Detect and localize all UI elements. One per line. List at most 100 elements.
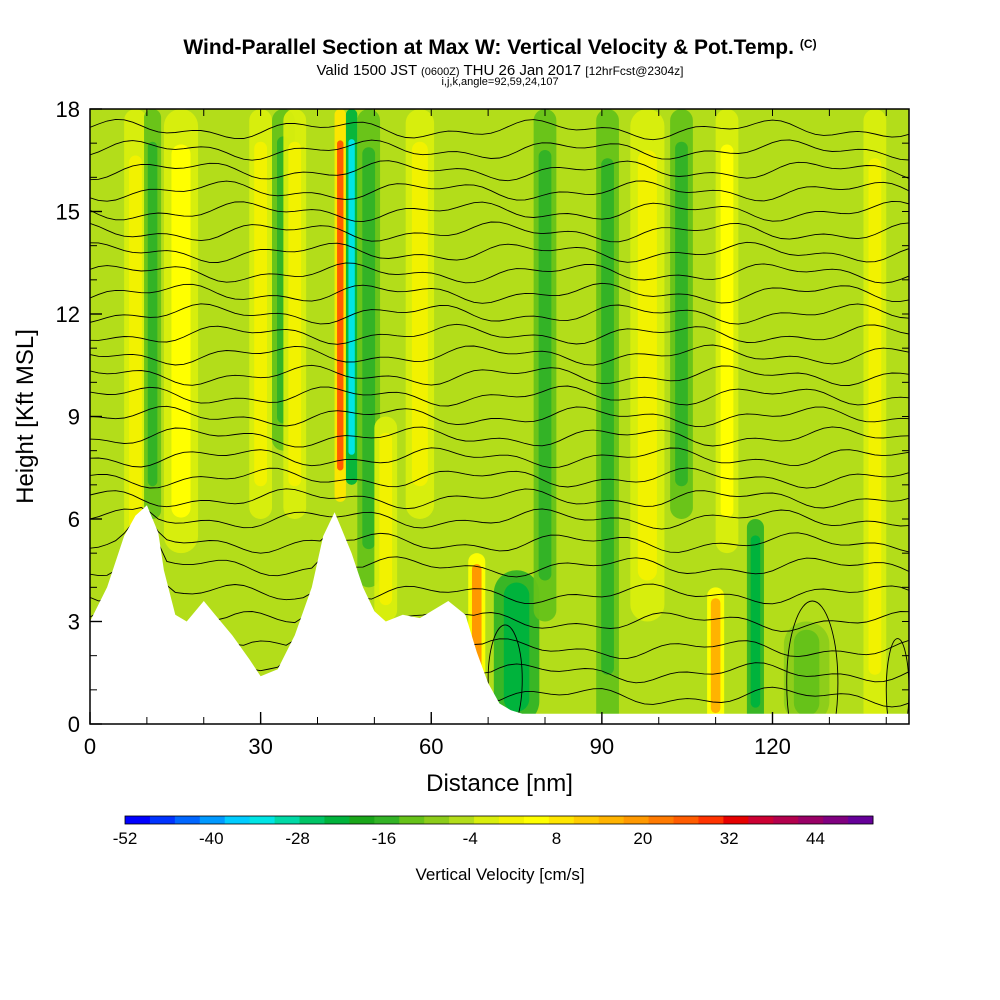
colorbar-swatch xyxy=(474,816,500,824)
subtitle-date: THU 26 Jan 2017 xyxy=(463,62,582,79)
velocity-core xyxy=(147,141,158,487)
chart-title-text: Wind-Parallel Section at Max W: Vertical… xyxy=(183,36,794,59)
colorbar-swatch xyxy=(648,816,675,824)
isentrope-line xyxy=(90,241,909,263)
colorbar-label: Vertical Velocity [cm/s] xyxy=(415,865,584,884)
velocity-core xyxy=(538,150,552,581)
terrain xyxy=(90,505,909,724)
closed-contour xyxy=(885,638,909,724)
y-tick-label: 18 xyxy=(56,97,80,122)
isentrope-line xyxy=(90,160,909,182)
colorbar-swatch xyxy=(723,816,749,824)
y-tick-label: 15 xyxy=(56,200,80,225)
colorbar-swatch xyxy=(399,816,425,824)
velocity-core xyxy=(254,141,267,487)
closed-contour xyxy=(786,600,839,724)
colorbar-swatch xyxy=(548,816,575,824)
isentrope-line xyxy=(90,488,909,510)
isentrope-line xyxy=(90,282,909,304)
colorbar-tick-label: 8 xyxy=(552,829,561,848)
isentrope-line xyxy=(90,364,909,386)
colorbar-swatch xyxy=(523,816,550,824)
velocity-core xyxy=(411,141,428,487)
colorbar-swatch xyxy=(125,816,151,824)
chart-subtitle-indices: i,j,k,angle=92,59,24,107 xyxy=(441,76,559,88)
colorbar-swatch xyxy=(174,816,201,824)
isentrope-line xyxy=(90,552,909,605)
colorbar-swatch xyxy=(673,816,699,824)
isentrope-line xyxy=(90,303,909,325)
colorbar: -52 -40 -28 -16 -4 8 20 32 44 Vertical Velocity [… xyxy=(113,815,874,884)
velocity-core xyxy=(601,158,614,675)
colorbar-swatch xyxy=(199,816,226,824)
copyright-mark: (C) xyxy=(799,37,817,51)
isentrope-line xyxy=(90,532,909,578)
x-tick-label: 60 xyxy=(419,734,443,759)
isentrope-line xyxy=(90,344,909,366)
isentrope-line xyxy=(90,139,909,161)
colorbar-swatch xyxy=(274,816,301,824)
isentrope-line xyxy=(90,516,909,554)
isentrope-line xyxy=(90,447,909,469)
isentrope-line xyxy=(90,323,909,345)
y-axis-label: Height [Kft MSL] xyxy=(12,329,39,504)
chart-title: Wind-Parallel Section at Max W: Vertical… xyxy=(0,36,1000,60)
colorbar-swatch xyxy=(623,816,650,824)
isentrope-line xyxy=(90,200,909,223)
colorbar-tick-label: 44 xyxy=(806,829,825,848)
isentrope-line xyxy=(90,262,909,284)
colorbar-swatch xyxy=(449,816,475,824)
colorbar-swatch xyxy=(299,816,325,824)
colorbar-swatch xyxy=(249,816,276,824)
isentrope-line xyxy=(90,118,909,141)
colorbar-tick-label: -40 xyxy=(199,829,224,848)
y-tick-label: 12 xyxy=(56,302,80,327)
colorbar-frame xyxy=(124,815,874,825)
velocity-core xyxy=(793,629,820,716)
y-tick-label: 3 xyxy=(68,610,80,635)
colorbar-swatch xyxy=(424,816,450,824)
isentrope-line xyxy=(90,570,909,632)
isentrope-line xyxy=(90,385,909,407)
isentrope-line xyxy=(90,405,909,428)
y-tick-label: 0 xyxy=(68,712,80,737)
colorbar-tick-label: 32 xyxy=(720,829,739,848)
velocity-core xyxy=(379,432,393,606)
subtitle-forecast: [12hrFcst@2304z] xyxy=(585,64,684,78)
velocity-core xyxy=(171,144,191,518)
isentrope-line xyxy=(90,221,909,243)
colorbar-swatch xyxy=(798,816,824,824)
colorbar-swatch xyxy=(224,816,251,824)
colorbar-swatch xyxy=(748,816,774,824)
colorbar-swatch xyxy=(573,816,600,824)
colorbar-tick-label: -4 xyxy=(463,829,478,848)
velocity-core xyxy=(337,140,344,471)
velocity-core xyxy=(675,141,688,487)
subtitle-utc: (0600Z) xyxy=(421,66,460,78)
colorbar-swatch xyxy=(823,816,849,824)
colorbar-swatch xyxy=(374,816,400,824)
velocity-core xyxy=(288,141,302,487)
isentrope-line xyxy=(90,507,909,530)
x-axis-label: Distance [nm] xyxy=(426,770,573,797)
velocity-core xyxy=(362,147,376,550)
velocity-core xyxy=(503,582,530,712)
colorbar-swatch xyxy=(499,816,525,824)
colorbar-tick-label: 20 xyxy=(633,829,652,848)
isentrope-line xyxy=(90,426,909,448)
subtitle-valid: Valid 1500 JST xyxy=(316,62,417,79)
velocity-core xyxy=(750,535,761,708)
colorbar-swatch xyxy=(848,816,874,824)
x-tick-label: 90 xyxy=(590,734,614,759)
velocity-field xyxy=(90,109,909,724)
colorbar-swatch xyxy=(324,816,350,824)
chart-subtitle: Valid 1500 JST (0600Z) THU 26 Jan 2017 [… xyxy=(0,62,1000,79)
y-tick-label: 6 xyxy=(68,507,80,532)
x-tick-label: 0 xyxy=(84,734,96,759)
colorbar-tick-label: -28 xyxy=(285,829,310,848)
velocity-core xyxy=(710,598,721,714)
colorbar-tick-label: -52 xyxy=(113,829,138,848)
colorbar-swatch xyxy=(773,816,799,824)
x-tick-label: 30 xyxy=(248,734,272,759)
